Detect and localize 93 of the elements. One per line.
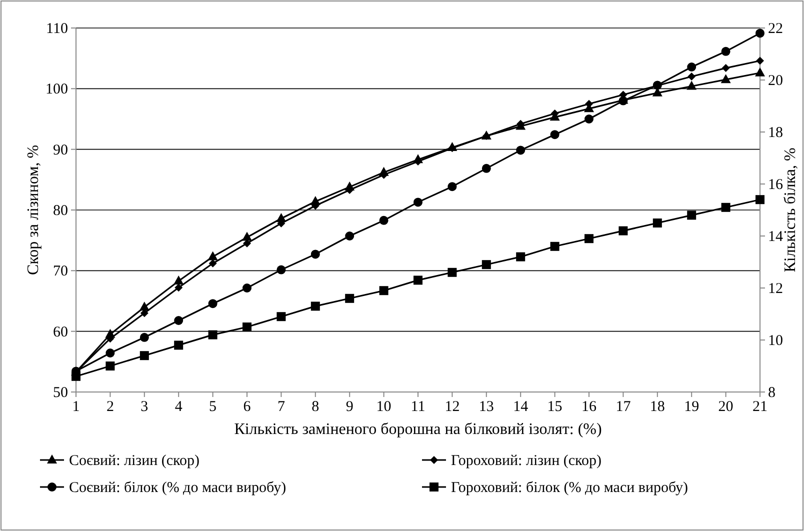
x-tick-label: 1 <box>72 399 80 415</box>
x-tick-label: 13 <box>478 399 494 415</box>
point <box>721 46 730 56</box>
point <box>242 232 252 241</box>
point <box>414 198 422 207</box>
point <box>208 299 218 308</box>
x-tick-label: 14 <box>513 399 529 415</box>
point <box>174 284 183 292</box>
x-tick-label: 5 <box>209 399 217 415</box>
point <box>720 74 731 84</box>
x-tick-label: 9 <box>346 399 354 415</box>
x-tick-label: 10 <box>376 399 392 415</box>
x-tick-label: 17 <box>616 399 632 415</box>
x-tick-label: 21 <box>752 399 768 415</box>
y2-tick-label: 18 <box>768 125 783 141</box>
x-tick-label: 16 <box>582 399 597 415</box>
y-axis-title: Скор за лізином, % <box>25 144 42 276</box>
point <box>174 316 184 325</box>
y-tick-label: 60 <box>53 324 68 340</box>
point <box>140 332 149 342</box>
point <box>618 226 628 236</box>
point <box>686 80 697 90</box>
point <box>140 351 149 360</box>
point <box>516 252 526 262</box>
y-tick-label: 100 <box>46 82 68 98</box>
point <box>755 67 765 76</box>
x-tick-label: 2 <box>106 399 114 415</box>
y-tick-label: 70 <box>53 264 68 280</box>
x-tick-label: 20 <box>718 399 734 415</box>
point <box>652 218 662 228</box>
point <box>414 276 422 285</box>
x-tick-label: 3 <box>140 399 148 415</box>
legend-label: Гороховий: білок (% до маси виробу) <box>451 480 688 496</box>
point <box>174 275 184 284</box>
point <box>139 302 150 311</box>
x-tick-label: 11 <box>410 399 426 415</box>
y2-tick-label: 10 <box>768 333 783 349</box>
point <box>722 64 730 72</box>
point <box>448 182 457 192</box>
y2-tick-label: 20 <box>768 73 783 89</box>
point <box>550 130 560 140</box>
point <box>482 164 491 173</box>
y-tick-label: 80 <box>53 203 68 219</box>
y2-tick-label: 14 <box>768 229 784 245</box>
point <box>310 250 320 259</box>
point <box>379 286 388 296</box>
x-tick-label: 18 <box>650 399 665 415</box>
point <box>688 72 696 81</box>
y2-tick-label: 22 <box>768 21 783 37</box>
legend-label: Соєвий: білок (% до маси виробу) <box>69 480 286 496</box>
point <box>345 294 354 303</box>
point <box>756 195 764 204</box>
point <box>482 260 491 270</box>
y2-axis-title: Кількість білка, % <box>782 148 799 272</box>
point <box>208 251 218 260</box>
legend-label: Соєвий: лізин (скор) <box>69 453 200 469</box>
point <box>687 62 696 72</box>
x-tick-label: 8 <box>312 399 320 415</box>
y2-tick-label: 12 <box>768 281 783 297</box>
x-tick-label: 4 <box>174 399 183 415</box>
point <box>276 312 286 322</box>
point <box>208 259 217 268</box>
point <box>584 234 594 244</box>
point <box>174 340 184 350</box>
point <box>106 348 115 358</box>
point <box>208 330 218 340</box>
point <box>242 322 252 332</box>
point <box>242 284 252 292</box>
point <box>379 216 388 225</box>
y2-tick-label: 8 <box>768 385 776 401</box>
point <box>106 362 115 370</box>
point <box>448 268 457 277</box>
y-tick-label: 90 <box>53 142 68 158</box>
point <box>756 56 764 65</box>
y-tick-label: 110 <box>46 21 68 37</box>
y-tick-label: 50 <box>53 385 68 401</box>
y2-tick-label: 16 <box>768 177 784 193</box>
point <box>345 232 354 240</box>
x-tick-label: 12 <box>444 399 460 415</box>
point <box>721 202 730 212</box>
legend-label: Гороховий: лізин (скор) <box>451 453 602 469</box>
x-tick-label: 6 <box>243 399 252 415</box>
point <box>276 265 286 274</box>
point <box>584 114 594 124</box>
point <box>687 210 696 220</box>
point <box>516 146 526 155</box>
x-axis-title: Кількість заміненого борошна на білковий ізолят: (%) <box>234 421 602 438</box>
point <box>72 372 80 381</box>
point <box>310 302 320 311</box>
x-tick-label: 7 <box>277 399 286 415</box>
x-tick-label: 15 <box>547 399 562 415</box>
x-tick-label: 19 <box>684 399 700 415</box>
point <box>550 242 560 251</box>
